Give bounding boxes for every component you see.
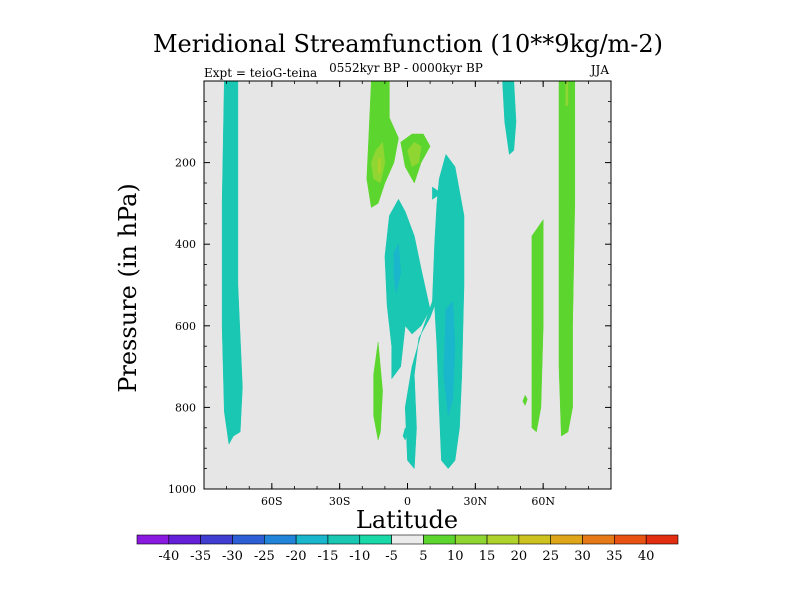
colorbar-label: 30: [574, 549, 591, 564]
colorbar-label: 15: [479, 549, 496, 564]
x-tick-label: 60N: [531, 495, 555, 508]
colorbar-label: -35: [190, 549, 211, 564]
colorbar-label: -15: [317, 549, 338, 564]
x-tick-label: 30S: [329, 495, 351, 508]
contour-regions: [221, 80, 576, 470]
y-tick-label: 1000: [168, 483, 196, 496]
y-axis-label: Pressure (in hPa): [114, 183, 142, 393]
colorbar-swatch: [391, 534, 424, 545]
y-tick-label: 600: [175, 320, 196, 333]
colorbar-swatch: [645, 534, 679, 545]
contour-equatorial-positive-core-2: [407, 141, 422, 168]
colorbar: -40 -35 -30 -25 -20 -15 -10 -5 5 10 15 20 25 30 35 40: [136, 534, 679, 564]
colorbar-swatch: [582, 534, 615, 545]
colorbar-label: -40: [158, 549, 179, 564]
contour-nh-polar-positive: [558, 80, 576, 437]
colorbar-label: 10: [447, 549, 464, 564]
colorbar-label: 25: [542, 549, 559, 564]
contour-tropical-negative-core-left: [393, 243, 401, 294]
colorbar-swatch: [263, 534, 297, 545]
contour-tropical-negative-core-right: [443, 300, 456, 416]
colorbar-swatch: [359, 534, 392, 545]
contour-sh-positive-lower: [373, 342, 383, 441]
colorbar-swatch: [327, 534, 361, 545]
experiment-label: Expt = teioG-teina: [204, 66, 317, 80]
chart-subtitle: 0552kyr BP - 0000kyr BP: [329, 61, 483, 75]
plot-area: 60S 30S 0 30N 60N 200 400 600 800 1000: [168, 80, 612, 508]
colorbar-label: 35: [606, 549, 623, 564]
colorbar-label: -10: [349, 549, 370, 564]
colorbar-label: 20: [511, 549, 528, 564]
colorbar-label: 5: [419, 549, 427, 564]
colorbar-swatch: [200, 534, 233, 545]
contour-nh-positive-dot: [522, 394, 528, 407]
x-axis-label: Latitude: [356, 506, 458, 534]
colorbar-swatch: [454, 534, 488, 545]
contour-nh-positive-column: [531, 218, 544, 433]
season-label: JJA: [589, 63, 610, 77]
colorbar-swatch: [168, 534, 201, 545]
x-axis-ticks: 60S 30S 0 30N 60N: [226, 81, 589, 508]
colorbar-swatch: [232, 534, 265, 545]
contour-tropical-negative-blob: [402, 427, 408, 441]
colorbar-label: -20: [286, 549, 307, 564]
colorbar-label: -25: [254, 549, 275, 564]
contour-equatorial-positive-core-1b: [377, 158, 381, 176]
contour-tropical-negative-spike: [432, 186, 442, 200]
x-tick-label: 30N: [464, 495, 488, 508]
colorbar-swatch: [423, 534, 456, 545]
x-tick-label: 60S: [261, 495, 283, 508]
chart-title: Meridional Streamfunction (10**9kg/m-2): [153, 30, 663, 58]
colorbar-swatch: [295, 534, 329, 545]
colorbar-label: 40: [638, 549, 655, 564]
contour-sh-polar-negative: [221, 80, 243, 445]
contour-tropical-negative-left: [384, 198, 431, 380]
colorbar-swatch: [614, 534, 647, 545]
colorbar-swatch: [518, 534, 552, 545]
colorbar-label: -30: [222, 549, 243, 564]
contour-nh-polar-positive-core: [565, 80, 569, 106]
colorbar-swatch: [486, 534, 520, 545]
y-tick-label: 800: [175, 401, 196, 414]
y-tick-label: 200: [175, 157, 196, 170]
colorbar-swatch: [136, 534, 170, 545]
y-tick-label: 400: [175, 238, 196, 251]
y-axis-ticks: 200 400 600 800 1000: [168, 101, 611, 496]
x-tick-label: 0: [404, 495, 411, 508]
colorbar-label: -5: [385, 549, 398, 564]
colorbar-swatch: [550, 534, 583, 545]
